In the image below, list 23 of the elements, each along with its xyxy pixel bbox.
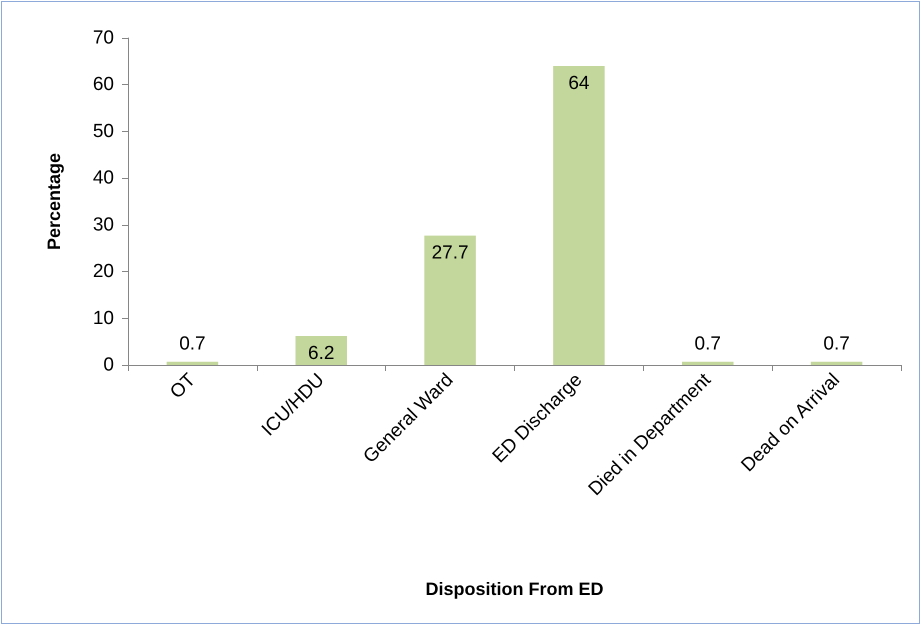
data-label: 64 <box>568 73 590 94</box>
bar <box>295 336 348 365</box>
y-tick-label: 20 <box>92 261 114 282</box>
bar <box>553 66 605 365</box>
bar <box>424 236 476 365</box>
data-label: 0.7 <box>179 334 206 355</box>
y-tick-label: 40 <box>92 168 114 189</box>
y-tick-label: 70 <box>92 28 114 48</box>
y-axis-title: Percentage <box>44 152 64 250</box>
y-tick-label: 30 <box>92 214 114 236</box>
data-label: 6.2 <box>308 343 334 364</box>
data-label: 0.7 <box>823 334 850 355</box>
y-tick-label: 0 <box>103 354 114 376</box>
data-label: 27.7 <box>432 242 469 264</box>
bar <box>682 362 734 365</box>
x-axis-title: Disposition From ED <box>425 579 604 599</box>
y-tick-label: 10 <box>92 308 114 329</box>
y-tick-label: 60 <box>92 74 114 96</box>
bar <box>166 362 218 365</box>
data-label: 0.7 <box>694 334 721 355</box>
y-tick-label: 50 <box>92 120 114 142</box>
x-tick-label: OT <box>166 369 200 404</box>
bar <box>810 362 862 365</box>
